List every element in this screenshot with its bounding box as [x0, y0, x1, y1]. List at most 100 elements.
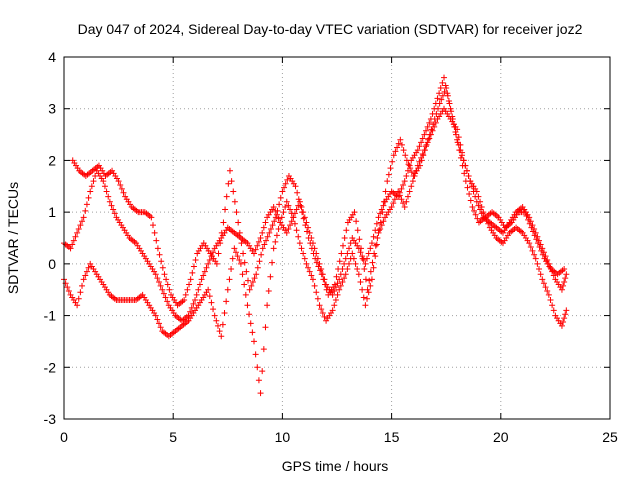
- data-point: [291, 220, 298, 227]
- data-point: [67, 245, 74, 252]
- data-point: [266, 229, 273, 236]
- data-point: [285, 202, 292, 209]
- data-point: [245, 277, 252, 284]
- data-point: [531, 251, 538, 258]
- data-point: [443, 85, 450, 92]
- data-point: [441, 74, 448, 81]
- data-point: [338, 250, 345, 257]
- data-point: [534, 240, 541, 247]
- data-point: [530, 228, 537, 235]
- data-point: [336, 276, 343, 283]
- data-point: [232, 249, 239, 256]
- data-point: [283, 229, 290, 236]
- data-point: [77, 222, 84, 229]
- data-point: [254, 242, 261, 249]
- data-point: [275, 215, 282, 222]
- data-point: [206, 293, 213, 300]
- data-point: [436, 90, 443, 97]
- data-point: [477, 198, 484, 205]
- data-point: [77, 289, 84, 296]
- data-point: [318, 271, 325, 278]
- data-point: [545, 291, 552, 298]
- data-point: [376, 227, 383, 234]
- data-point: [422, 127, 429, 134]
- data-point: [237, 260, 244, 267]
- data-point: [74, 302, 81, 309]
- data-point: [161, 271, 168, 278]
- data-point: [293, 227, 300, 234]
- x-tick-label: 20: [493, 429, 509, 445]
- data-point: [369, 259, 376, 266]
- data-point: [276, 201, 283, 208]
- data-point: [282, 203, 289, 210]
- data-point: [189, 269, 196, 276]
- data-point: [367, 268, 374, 275]
- data-point: [303, 228, 310, 235]
- data-point: [421, 147, 428, 154]
- y-tick-label: 1: [48, 204, 56, 220]
- data-point: [296, 240, 303, 247]
- data-point: [437, 85, 444, 92]
- data-point: [318, 266, 325, 273]
- data-point: [218, 229, 225, 236]
- x-axis-label: GPS time / hours: [282, 458, 389, 474]
- data-point: [540, 249, 547, 256]
- y-tick-label: 3: [48, 101, 56, 117]
- data-point: [424, 139, 431, 146]
- data-point: [406, 188, 413, 195]
- data-point: [341, 275, 348, 282]
- data-point: [403, 198, 410, 205]
- data-point: [248, 282, 255, 289]
- plot-frame: [63, 56, 611, 420]
- data-point: [214, 322, 221, 329]
- data-point: [274, 207, 281, 214]
- data-point: [181, 297, 188, 304]
- data-point: [118, 185, 125, 192]
- data-point: [531, 232, 538, 239]
- data-point: [463, 167, 470, 174]
- data-point: [539, 245, 546, 252]
- data-point: [151, 229, 158, 236]
- data-point: [469, 203, 476, 210]
- data-point: [447, 105, 454, 112]
- data-point: [83, 201, 90, 208]
- data-point: [159, 286, 166, 293]
- data-point: [261, 241, 268, 248]
- data-point: [320, 276, 327, 283]
- data-point: [532, 229, 539, 236]
- data-point: [459, 162, 466, 169]
- data-point: [154, 245, 161, 252]
- data-point: [465, 172, 472, 179]
- data-point: [252, 351, 259, 358]
- data-point: [272, 214, 279, 221]
- data-point: [284, 176, 291, 183]
- data-point: [283, 198, 290, 205]
- data-point: [456, 147, 463, 154]
- data-point: [166, 286, 173, 293]
- data-point: [249, 278, 256, 285]
- data-point: [521, 209, 528, 216]
- data-point: [561, 278, 568, 285]
- data-point: [444, 90, 451, 97]
- data-point: [192, 297, 199, 304]
- data-point: [334, 291, 341, 298]
- data-point: [293, 206, 300, 213]
- data-point: [350, 255, 357, 262]
- data-point: [156, 251, 163, 258]
- data-point: [332, 297, 339, 304]
- data-point: [367, 282, 374, 289]
- data-point: [527, 244, 534, 251]
- data-point: [288, 210, 295, 217]
- data-point: [382, 188, 389, 195]
- data-point: [69, 241, 76, 248]
- data-point: [358, 245, 365, 252]
- data-point: [431, 116, 438, 123]
- data-point: [163, 276, 170, 283]
- data-point: [321, 281, 328, 288]
- data-point: [298, 203, 305, 210]
- data-point: [271, 218, 278, 225]
- data-point: [223, 193, 230, 200]
- data-point: [374, 235, 381, 241]
- data-point: [220, 219, 227, 226]
- data-point: [154, 316, 161, 323]
